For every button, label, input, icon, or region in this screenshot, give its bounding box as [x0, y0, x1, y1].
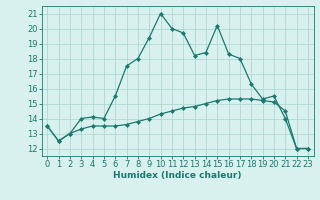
X-axis label: Humidex (Indice chaleur): Humidex (Indice chaleur): [113, 171, 242, 180]
